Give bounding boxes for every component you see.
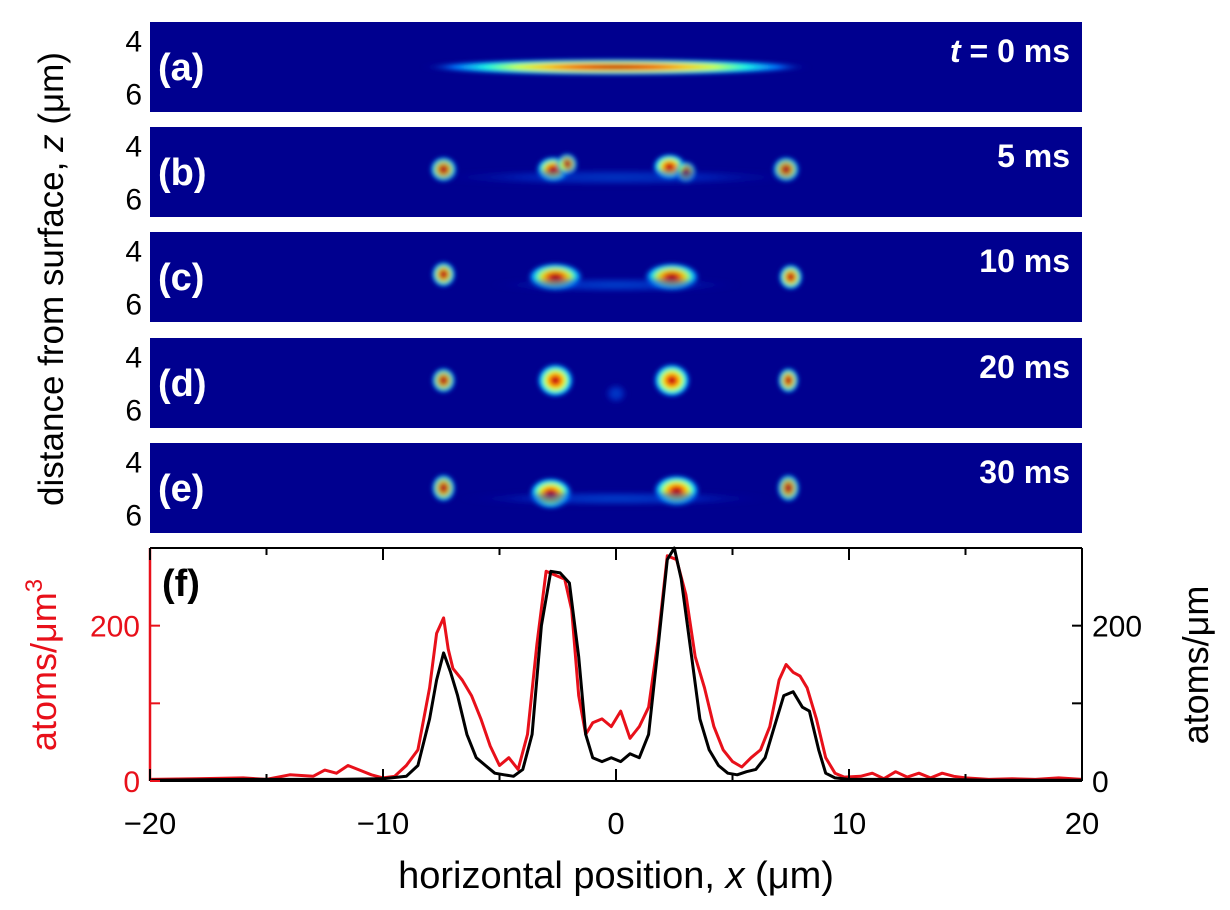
heatmap-panel: 4 6 (e) 30 ms <box>125 443 1082 533</box>
heatmap-panel: 4 6 (b) 5 ms <box>125 127 1082 217</box>
panel-label: (e) <box>158 468 204 510</box>
time-label: 20 ms <box>979 349 1070 385</box>
y-right-axis-label: atoms/μm <box>1175 586 1216 745</box>
heatmap-panel: 4 6 (c) 10 ms <box>125 232 1082 322</box>
panel-label: (c) <box>158 257 204 299</box>
density-blob <box>778 263 804 291</box>
y-left-tick-label: 200 <box>90 611 140 644</box>
y-left-axis-label: atoms/μm3 <box>21 579 64 751</box>
density-blob <box>490 276 742 294</box>
heatmap-y-tick-label: 6 <box>125 78 142 111</box>
panel-label: (f) <box>162 563 200 605</box>
density-blob <box>603 382 629 406</box>
density-blob <box>776 473 801 503</box>
density-blob <box>777 366 800 394</box>
heatmap-y-label: distance from surface, z (μm) <box>32 52 71 506</box>
panel-label: (a) <box>158 47 204 89</box>
y-left-tick-label: 0 <box>123 766 140 799</box>
heatmap-y-tick-label: 4 <box>125 131 142 164</box>
density-blob <box>653 363 691 398</box>
y-right-tick-label: 0 <box>1092 766 1109 799</box>
x-axis-label: horizontal position, x (μm) <box>398 855 834 897</box>
heatmap-y-tick-label: 6 <box>125 288 142 321</box>
series-line <box>149 554 1083 781</box>
heatmap-y-tick-label: 4 <box>125 26 142 59</box>
density-blob <box>536 363 575 398</box>
heatmap-background <box>150 443 1082 533</box>
heatmap-panel: 4 6 (d) 20 ms <box>125 338 1082 428</box>
panel-label: (b) <box>158 152 207 194</box>
heatmap-y-tick-label: 6 <box>125 394 142 427</box>
density-blob <box>427 167 805 187</box>
time-label: 10 ms <box>979 243 1070 279</box>
heatmap-panels: 4 6 (a) t = 0 ms 4 6 (b) 5 ms 4 6 (c) 10 ms 4 6 (d) 20 … <box>125 22 1082 533</box>
density-blob <box>458 490 774 508</box>
time-label: t = 0 ms <box>950 33 1070 69</box>
x-tick-label: 0 <box>607 806 624 841</box>
x-tick-label: 20 <box>1065 806 1099 841</box>
x-tick-label: −20 <box>124 806 177 841</box>
density-blob <box>430 366 457 394</box>
heatmap-y-tick-label: 4 <box>125 447 142 480</box>
y-right-tick-label: 200 <box>1092 611 1142 644</box>
heatmap-y-tick-label: 4 <box>125 236 142 269</box>
heatmap-y-tick-label: 6 <box>125 183 142 216</box>
density-blob <box>430 473 457 503</box>
x-tick-label: −10 <box>357 806 410 841</box>
time-label: 5 ms <box>997 138 1070 174</box>
density-blob <box>430 260 457 288</box>
heatmap-y-axis-label: distance from surface, z (μm) <box>32 52 71 506</box>
density-blob <box>420 58 812 76</box>
x-tick-label: 10 <box>832 806 866 841</box>
heatmap-y-tick-label: 4 <box>125 342 142 375</box>
series-line <box>149 546 1082 782</box>
panel-label: (d) <box>158 363 207 405</box>
heatmap-y-tick-label: 6 <box>125 499 142 532</box>
heatmap-panel: 4 6 (a) t = 0 ms <box>125 22 1082 112</box>
time-label: 30 ms <box>979 454 1070 490</box>
